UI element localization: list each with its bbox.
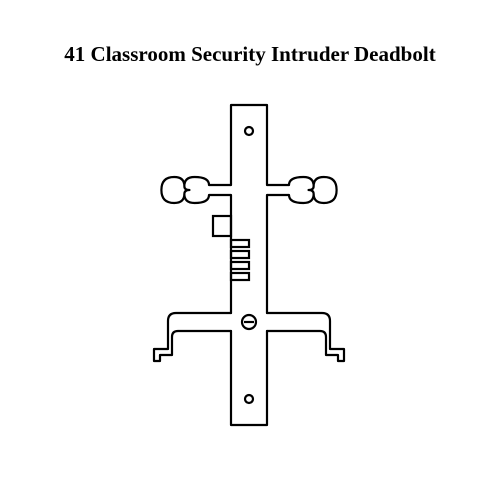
lock-diagram [0,0,500,500]
lever-right [267,313,344,361]
indicator-bar [231,240,249,247]
diagram-canvas: 41 Classroom Security Intruder Deadbolt [0,0,500,500]
bottom-screw-hole [245,395,253,403]
indicator-bar [231,251,249,258]
indicator-bar [231,262,249,269]
thumbturn-right [289,177,337,203]
deadbolt [213,216,231,236]
thumbturn-left [161,177,209,203]
lever-left [154,313,231,361]
top-screw-hole [245,127,253,135]
indicator-bar [231,273,249,280]
